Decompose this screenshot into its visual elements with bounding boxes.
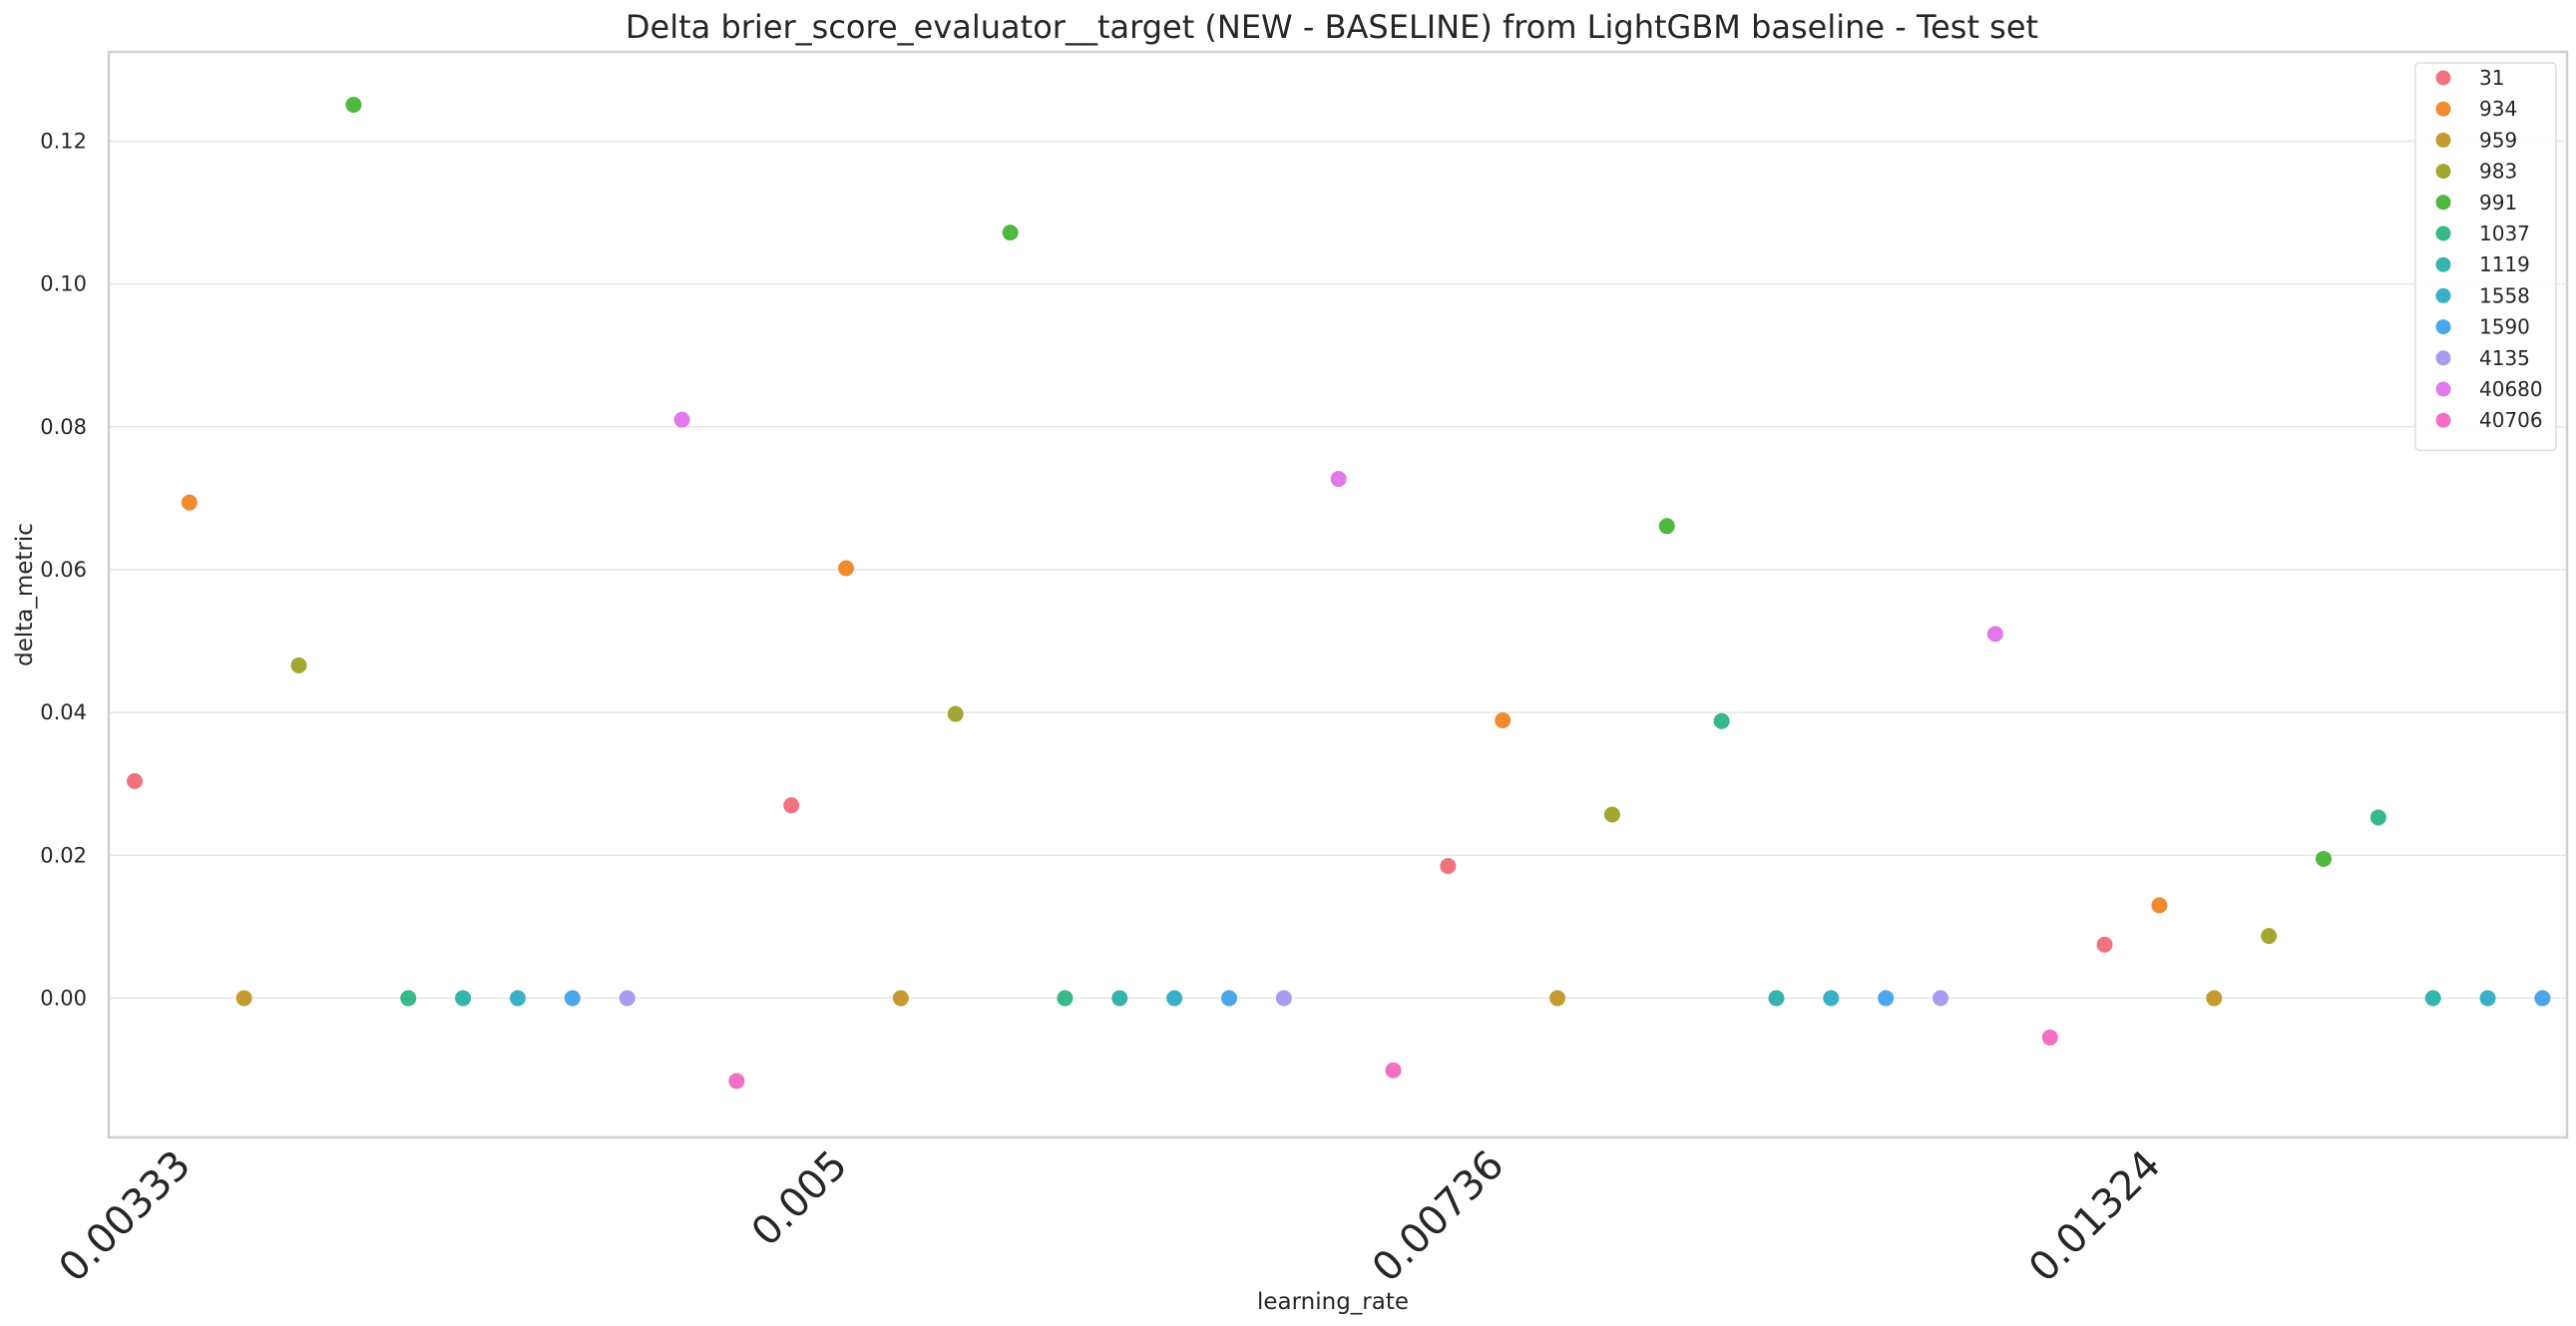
data-point-983 [290,657,307,673]
data-point-1558 [509,990,526,1007]
data-point-31 [1440,858,1457,874]
legend-entry: 1037 [2479,221,2530,245]
data-point-4135 [619,990,636,1007]
legend-marker [2435,132,2451,148]
legend-marker [2435,164,2451,180]
data-point-959 [235,990,252,1007]
data-point-934 [838,560,855,577]
legend-entry: 40680 [2479,377,2543,401]
y-tick-label: 0.12 [40,129,87,153]
legend: 31 934 959 983 991 1037 1119 1558 1590 4135 40680 4… [2414,62,2557,452]
legend-entry: 991 [2479,191,2517,215]
data-point-959 [892,990,909,1007]
data-point-1119 [455,990,472,1007]
data-point-31 [783,797,800,814]
legend-marker [2435,256,2451,272]
data-point-983 [1603,806,1620,823]
legend-marker [2435,381,2451,397]
legend-marker [2435,70,2451,86]
y-gridlines [109,140,2567,1000]
data-point-1037 [400,990,417,1007]
data-point-1119 [1768,990,1785,1007]
data-point-991 [1658,518,1675,535]
data-point-991 [2316,850,2332,867]
legend-entry: 983 [2479,160,2517,184]
data-point-40680 [1330,471,1347,488]
data-point-959 [2206,990,2223,1007]
data-point-4135 [1932,990,1949,1007]
data-point-991 [1002,224,1019,241]
legend-marker [2435,287,2451,303]
x-axis-label: learning_rate [1257,1289,1409,1315]
plot-area-frame [107,50,2569,1139]
legend-marker [2435,225,2451,241]
data-point-934 [181,494,198,511]
legend-frame [2414,62,2557,452]
data-point-1558 [1823,990,1840,1007]
legend-entry: 40706 [2479,408,2543,432]
data-point-991 [345,96,362,113]
legend-entry: 1590 [2479,315,2530,339]
legend-marker [2435,350,2451,366]
chart-title: Delta brier_score_evaluator__target (NEW… [626,8,2038,46]
data-point-1590 [1878,990,1895,1007]
legend-entry: 31 [2479,66,2504,90]
y-tick-label: 0.00 [40,986,87,1010]
legend-entry: 959 [2479,128,2517,152]
y-tick-label: 0.04 [40,700,87,724]
data-point-40706 [728,1073,745,1090]
legend-marker [2435,319,2451,335]
legend-entry: 4135 [2479,346,2530,370]
data-point-31 [127,772,143,789]
y-tick-label: 0.10 [40,272,87,296]
data-point-959 [1549,990,1566,1007]
legend-entry: 934 [2479,97,2517,121]
legend-entry: 1558 [2479,283,2530,307]
legend-marker [2435,195,2451,211]
data-point-40680 [673,411,690,428]
legend-entry: 1119 [2479,252,2530,276]
y-tick-label: 0.02 [40,843,87,867]
data-point-31 [2096,936,2113,953]
y-tick-label: 0.06 [40,558,87,582]
data-point-4135 [1275,990,1292,1007]
data-point-1037 [2369,809,2386,826]
legend-marker [2435,412,2451,428]
data-point-1590 [564,990,581,1007]
data-point-1037 [1057,990,1073,1007]
data-point-1119 [2424,990,2441,1007]
data-point-40706 [1385,1062,1402,1079]
data-point-983 [947,705,964,722]
data-point-40706 [2041,1029,2058,1046]
legend-marker [2435,101,2451,117]
data-point-934 [1495,711,1511,728]
data-point-983 [2261,928,2278,945]
data-point-40680 [1986,626,2003,643]
y-axis-label: delta_metric [12,523,38,666]
data-point-1037 [1713,712,1730,729]
data-point-1558 [2479,990,2496,1007]
y-axis-ticks: 0.00 0.02 0.04 0.06 0.08 0.10 0.12 [40,129,87,1010]
data-point-1558 [1166,990,1183,1007]
data-point-934 [2151,897,2168,914]
data-points [127,96,2551,1090]
data-point-1590 [1221,990,1237,1007]
data-point-1119 [1111,990,1128,1007]
data-point-1590 [2534,990,2551,1007]
y-tick-label: 0.08 [40,415,87,439]
